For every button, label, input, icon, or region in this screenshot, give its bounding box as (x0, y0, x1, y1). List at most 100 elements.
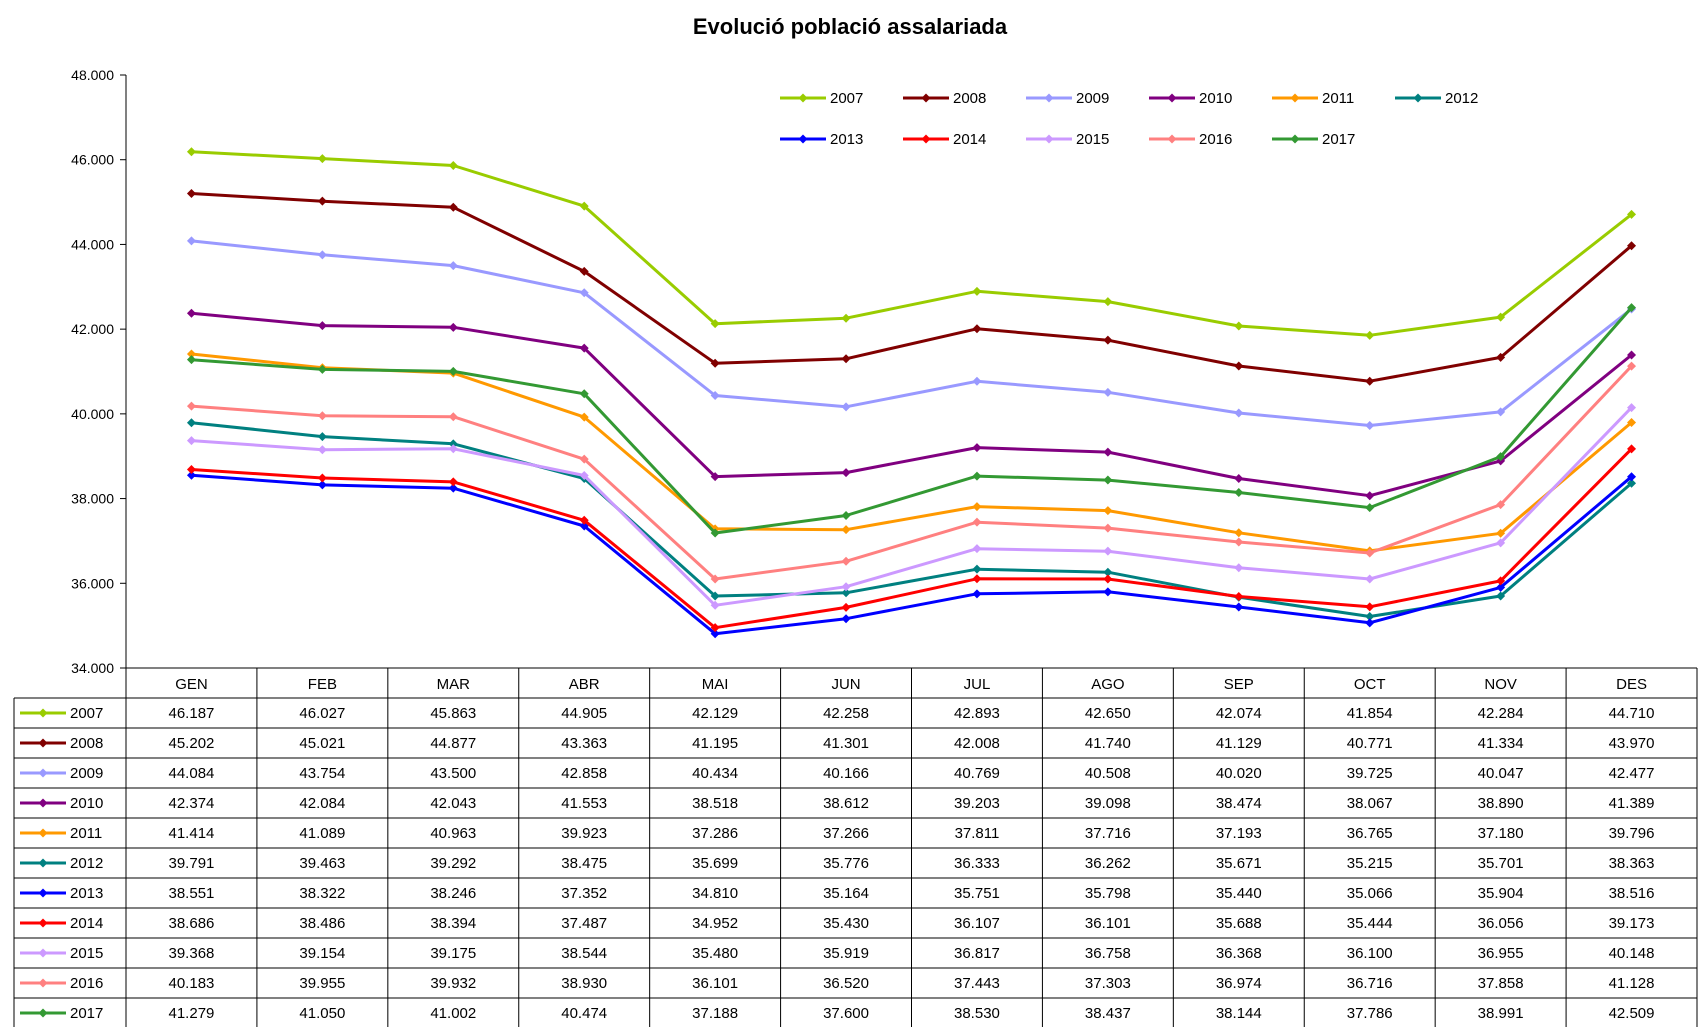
row-series-label: 2011 (70, 825, 102, 842)
table-cell-value: 42.374 (169, 795, 215, 812)
legend-label: 2017 (1322, 131, 1355, 148)
legend-item-2008: 2008 (903, 90, 986, 107)
plot-series (186, 147, 1637, 639)
table-cell-value: 43.500 (430, 765, 476, 782)
data-point (710, 629, 720, 639)
table-cell-value: 37.443 (954, 975, 1000, 992)
data-point (579, 343, 589, 353)
series-line-2017 (191, 306, 1633, 535)
data-point (1365, 602, 1375, 612)
table-cell-value: 42.650 (1085, 705, 1131, 722)
table-cell-value: 39.368 (169, 945, 215, 962)
table-cell-value: 38.475 (561, 855, 607, 872)
data-point (841, 525, 851, 535)
table-cell-value: 40.020 (1216, 765, 1262, 782)
table-row: 2017 41.279 41.050 41.002 40.474 37.188 37.600… (20, 1005, 1654, 1022)
row-series-label: 2013 (70, 885, 103, 902)
data-point (579, 201, 589, 211)
data-point (1103, 506, 1113, 516)
table-cell-value: 42.008 (954, 735, 1000, 752)
table-cell-value: 38.486 (299, 915, 345, 932)
table-cell-value: 36.520 (823, 975, 869, 992)
data-point (579, 471, 589, 481)
table-cell-value: 35.688 (1216, 915, 1262, 932)
data-point (972, 589, 982, 599)
data-point (186, 147, 196, 157)
table-cell-value: 37.786 (1347, 1005, 1393, 1022)
series-line-2016 (191, 365, 1633, 581)
y-tick-label: 46.000 (71, 152, 114, 168)
table-cell-value: 42.858 (561, 765, 607, 782)
legend-item-2012: 2012 (1395, 90, 1478, 107)
data-point (972, 471, 982, 481)
table-cell-value: 36.101 (692, 975, 738, 992)
x-category-label: JUN (831, 676, 860, 693)
x-category-label: JUL (964, 676, 991, 693)
table-cell-value: 35.215 (1347, 855, 1393, 872)
series-line-2015 (191, 406, 1633, 607)
data-point (1496, 582, 1506, 592)
data-point (448, 366, 458, 376)
data-point (972, 544, 982, 554)
series-line-2014 (191, 447, 1633, 630)
data-point (448, 412, 458, 422)
table-cell-value: 42.084 (299, 795, 345, 812)
data-point (1627, 478, 1637, 488)
table-cell-value: 37.266 (823, 825, 869, 842)
data-point (1365, 421, 1375, 431)
series-line-2011 (191, 352, 1633, 553)
data-point (186, 401, 196, 411)
series-2010 (186, 308, 1637, 501)
x-category-label: MAR (437, 676, 471, 693)
table-cell-value: 45.021 (299, 735, 345, 752)
data-point (1365, 376, 1375, 386)
data-point (1103, 587, 1113, 597)
table-cell-value: 35.164 (823, 885, 869, 902)
table-cell-value: 38.394 (430, 915, 476, 932)
data-point (448, 161, 458, 171)
data-point (841, 468, 851, 478)
data-point (317, 321, 327, 331)
data-point (841, 614, 851, 624)
data-point (1627, 209, 1637, 219)
legend-label: 2016 (1199, 131, 1232, 148)
data-point (841, 402, 851, 412)
series-2016 (186, 361, 1637, 584)
table-cell-value: 41.195 (692, 735, 738, 752)
table-cell-value: 35.919 (823, 945, 869, 962)
y-tick-label: 36.000 (71, 575, 114, 591)
data-point (1496, 538, 1506, 548)
series-2012 (186, 418, 1637, 622)
data-point (448, 439, 458, 449)
table-cell-value: 40.148 (1609, 945, 1655, 962)
table-cell-value: 39.175 (430, 945, 476, 962)
table-row: 2012 39.791 39.463 39.292 38.475 35.699 35.776… (20, 855, 1654, 872)
data-point (972, 502, 982, 512)
table-cell-value: 35.430 (823, 915, 869, 932)
table-cell-value: 37.180 (1478, 825, 1524, 842)
table-cell-value: 35.671 (1216, 855, 1262, 872)
legend-swatch-marker (921, 134, 931, 144)
table-cell-value: 37.716 (1085, 825, 1131, 842)
table-cell-value: 38.246 (430, 885, 476, 902)
table-row: 2015 39.368 39.154 39.175 38.544 35.480 35.919… (20, 945, 1654, 962)
data-point (972, 443, 982, 453)
data-point (1627, 303, 1637, 313)
data-point (186, 465, 196, 475)
series-line-2013 (191, 473, 1633, 636)
data-point (317, 250, 327, 260)
data-point (186, 355, 196, 365)
data-point (579, 389, 589, 399)
table-cell-value: 37.858 (1478, 975, 1524, 992)
table-cell-value: 37.487 (561, 915, 607, 932)
data-point (710, 528, 720, 538)
table-cell-value: 42.258 (823, 705, 869, 722)
legend-swatch-marker (1167, 134, 1177, 144)
row-series-label: 2016 (70, 975, 103, 992)
data-point (1627, 417, 1637, 427)
data-point (841, 582, 851, 592)
data-point (1234, 528, 1244, 538)
table-cell-value: 36.100 (1347, 945, 1393, 962)
data-point (841, 588, 851, 598)
